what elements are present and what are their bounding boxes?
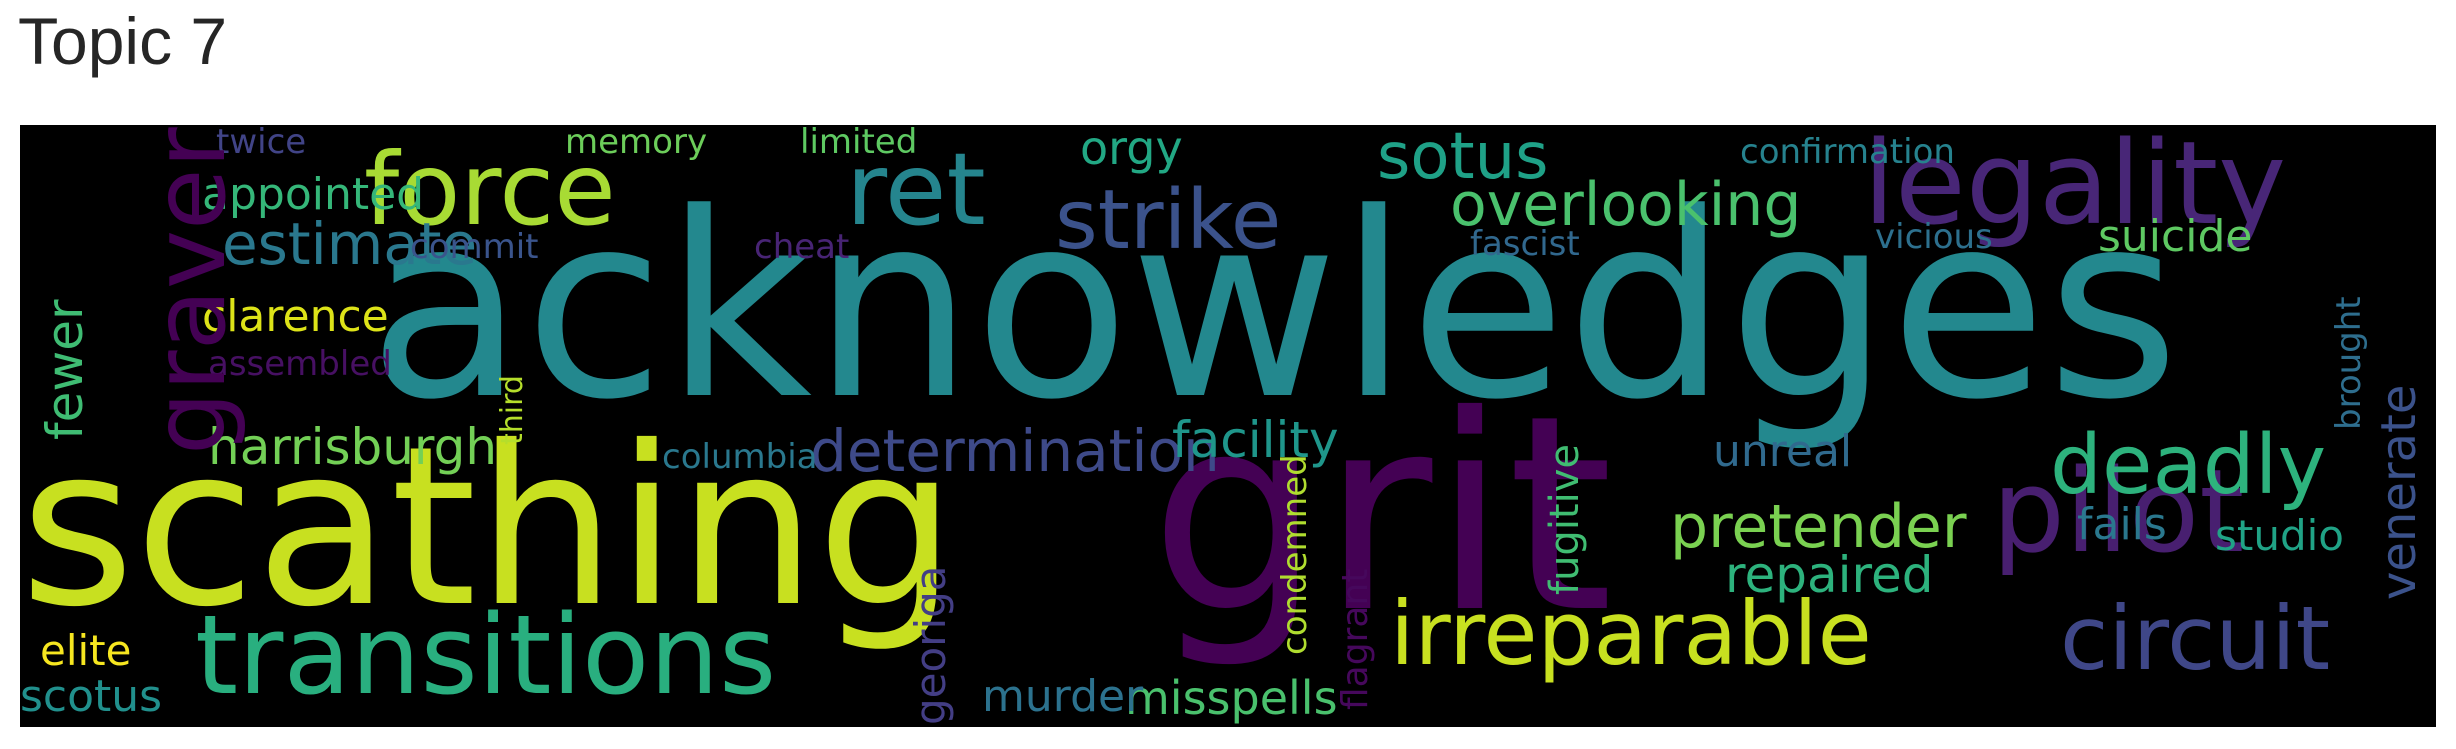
word-repaired: fewer xyxy=(36,299,94,440)
word-orgy: estimate xyxy=(222,210,478,278)
word-studio: scotus xyxy=(20,671,163,722)
word-grit: grit xyxy=(1150,357,1614,672)
word-fascist: cheat xyxy=(754,227,850,267)
word-overlooking: pretender xyxy=(1670,492,1967,562)
word-force: force xyxy=(364,131,616,248)
word-legality: legality xyxy=(1863,125,2287,251)
word-twice: elite xyxy=(40,626,132,675)
word-facility: overlooking xyxy=(1450,170,1802,240)
word-scotus: appointed xyxy=(202,169,425,220)
word-condemned: condemned xyxy=(1275,454,1315,655)
word-commit: studio xyxy=(2215,511,2344,560)
word-murder: clarence xyxy=(202,291,389,342)
word-strike: strike xyxy=(1055,173,1282,268)
word-harrisburgh: facility xyxy=(1172,411,1339,469)
word-determination: venerate xyxy=(2371,384,2427,600)
word-sotus: graver xyxy=(131,127,248,455)
word-third: columbia xyxy=(662,437,818,477)
word-acknowledges: acknowledges xyxy=(368,159,2180,456)
word-transitions: transitions xyxy=(195,591,777,719)
word-fugitive: brought xyxy=(2329,296,2369,430)
word-ret: ret xyxy=(846,131,986,248)
word-flagrant: flagrant xyxy=(1335,568,1376,710)
word-pilot: pilot xyxy=(1992,445,2245,579)
word-elite: unreal xyxy=(1713,426,1853,477)
word-appointed: repaired xyxy=(1725,546,1934,604)
word-irreparable: irreparable xyxy=(1390,582,1872,685)
word-graver: confirmation xyxy=(1740,132,1955,172)
word-misspells: harrisburgh xyxy=(208,418,498,476)
word-unreal: suicide xyxy=(2098,211,2253,262)
word-venerate: fascist xyxy=(1470,224,1580,264)
word-georiga: assembled xyxy=(208,344,392,384)
word-suicide: misspells xyxy=(1125,671,1338,725)
word-clarence: orgy xyxy=(1080,125,1183,175)
word-deadly: deadly xyxy=(2050,418,2327,513)
word-assembled: memory xyxy=(565,125,708,162)
word-estimate: determination xyxy=(810,417,1220,485)
word-confirmation: commit xyxy=(410,227,539,267)
word-brought: third xyxy=(495,375,530,445)
word-fails: murder xyxy=(982,671,1144,722)
word-vicious: twice xyxy=(216,125,307,162)
word-scathing: scathing xyxy=(20,399,957,655)
word-cloud: acknowledges scathing grit transitions l… xyxy=(20,125,2436,727)
word-cheat: fails xyxy=(2077,499,2167,550)
page-title: Topic 7 xyxy=(18,4,228,78)
word-limited: georiga xyxy=(906,565,955,725)
word-memory: fugitive xyxy=(1542,443,1588,595)
word-circuit: circuit xyxy=(2060,587,2331,690)
word-columbia: limited xyxy=(800,125,918,162)
word-pretender: sotus xyxy=(1377,125,1549,194)
word-fewer: vicious xyxy=(1875,217,1993,257)
